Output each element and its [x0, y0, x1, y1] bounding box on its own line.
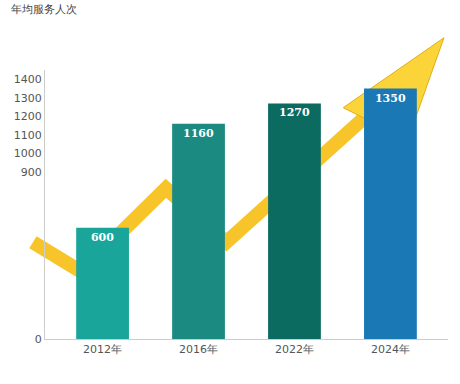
svg-text:1000: 1000: [14, 147, 42, 160]
svg-text:1270: 1270: [279, 106, 310, 119]
svg-text:1200: 1200: [14, 110, 42, 123]
svg-text:900: 900: [21, 166, 42, 179]
svg-text:0: 0: [35, 333, 42, 346]
svg-text:2012年: 2012年: [83, 343, 122, 356]
svg-text:年均服务人次: 年均服务人次: [11, 3, 77, 16]
svg-text:1300: 1300: [14, 92, 42, 105]
svg-text:2016年: 2016年: [179, 343, 218, 356]
svg-text:1400: 1400: [14, 73, 42, 86]
svg-text:1350: 1350: [375, 92, 406, 105]
svg-text:2024年: 2024年: [371, 343, 410, 356]
svg-text:2022年: 2022年: [275, 343, 314, 356]
svg-text:1160: 1160: [183, 127, 214, 140]
svg-text:600: 600: [91, 231, 114, 244]
svg-text:1100: 1100: [14, 129, 42, 142]
